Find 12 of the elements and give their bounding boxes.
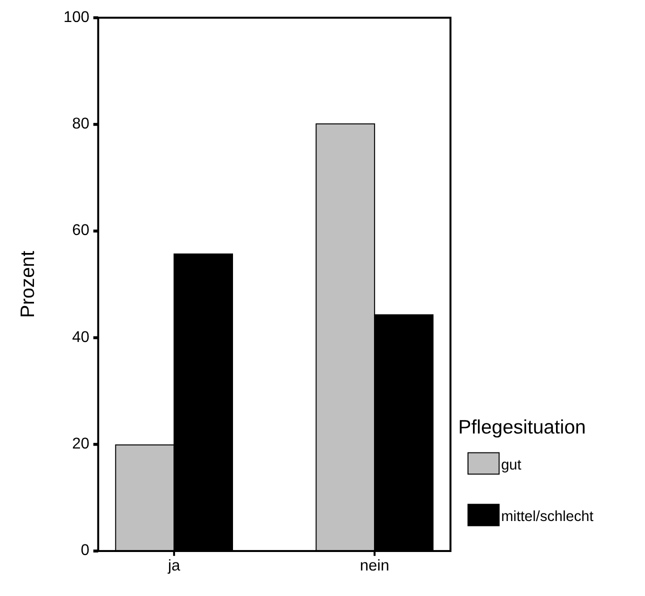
legend-label: gut — [501, 457, 522, 474]
legend-label: mittel/schlecht — [501, 508, 594, 525]
y-tick-label: 0 — [80, 542, 90, 560]
y-tick-label: 40 — [72, 328, 90, 346]
x-tick-label: ja — [167, 557, 180, 574]
y-axis-title: Prozent — [16, 250, 39, 318]
legend-title: Pflegesituation — [458, 416, 586, 438]
y-tick-label: 80 — [72, 116, 90, 132]
y-tick-label: 100 — [63, 8, 90, 26]
y-tick-label: 60 — [72, 222, 90, 240]
y-tick-label: 20 — [72, 435, 90, 452]
x-tick-label: nein — [360, 557, 390, 574]
